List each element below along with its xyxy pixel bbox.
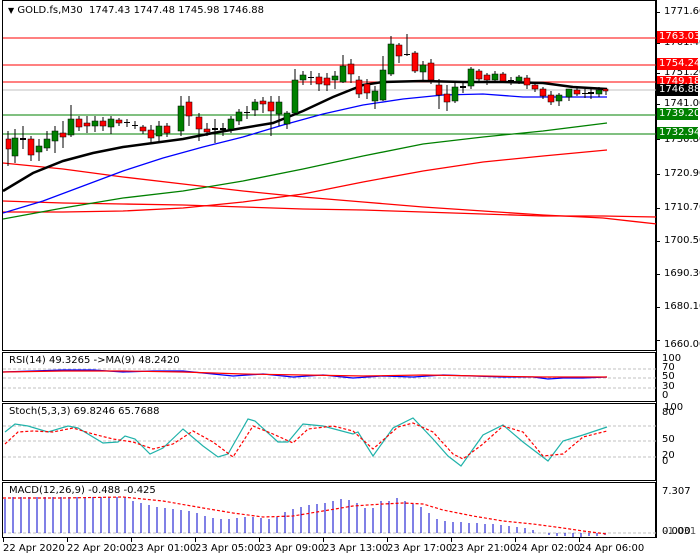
- rsi-title: RSI(14) 49.3265 ->MA(9) 48.2420: [9, 355, 180, 366]
- price-tick: 1700.50: [664, 235, 700, 246]
- price-tag-1732: 1732.94: [657, 127, 700, 139]
- price-tick: 1720.90: [664, 168, 700, 179]
- ma-200-line: [3, 162, 657, 225]
- time-label: 24 Apr 02:00: [515, 543, 581, 554]
- stochastic-panel[interactable]: Stoch(5,3,3) 69.8246 65.7688: [2, 403, 657, 481]
- price-tick: 1771.60: [664, 6, 700, 17]
- macd-canvas: [3, 496, 657, 537]
- price-tick: 1751.20: [664, 67, 700, 78]
- current-price-tag: 1746.88: [657, 84, 700, 96]
- ma-100-line: [3, 200, 657, 218]
- price-axis: 1771.60 1761.40 1751.20 1741.00 1730.80 …: [656, 0, 700, 351]
- rsi-panel[interactable]: RSI(14) 49.3265 ->MA(9) 48.2420: [2, 352, 657, 402]
- rsi-canvas: [3, 368, 657, 389]
- stoch-title: Stoch(5,3,3) 69.8246 65.7688: [9, 406, 160, 417]
- macd-signal-line: [3, 496, 608, 535]
- time-label: 22 Apr 20:00: [67, 543, 133, 554]
- time-label: 23 Apr 13:00: [323, 543, 389, 554]
- macd-title: MACD(12,26,9) -0.488 -0.425: [9, 485, 156, 496]
- collapse-icon[interactable]: ▼: [8, 6, 15, 15]
- macd-histogram: [4, 497, 606, 537]
- time-label: 23 Apr 01:00: [131, 543, 197, 554]
- price-tick: 1710.70: [664, 202, 700, 213]
- rsi-axis: 100 70 50 30 0: [662, 353, 682, 401]
- main-chart-panel[interactable]: ▼ GOLD.fs,M30 1747.43 1747.48 1745.98 17…: [2, 0, 657, 351]
- macd-axis: 7.307 0.000 -1.031: [662, 486, 697, 537]
- axis-border: [656, 0, 657, 538]
- price-tick: 1680.10: [664, 301, 700, 312]
- stoch-axis: 100 80 50 20 0: [662, 402, 684, 467]
- price-tag-1754: 1754.24: [657, 58, 700, 70]
- price-tag-1763: 1763.03: [657, 31, 700, 43]
- time-label: 23 Apr 05:00: [195, 543, 261, 554]
- macd-panel[interactable]: MACD(12,26,9) -0.488 -0.425: [2, 482, 657, 538]
- time-label: 23 Apr 09:00: [259, 543, 325, 554]
- price-tick: 1741.00: [664, 98, 700, 109]
- time-label: 22 Apr 2020: [3, 543, 65, 554]
- stochastic-canvas: [3, 417, 657, 467]
- ma-50-red-line: [3, 149, 608, 213]
- time-label: 24 Apr 06:00: [579, 543, 645, 554]
- price-tick: 1660.00: [664, 339, 700, 350]
- time-label: 23 Apr 17:00: [387, 543, 453, 554]
- ma-slow-green-line: [3, 122, 608, 220]
- price-tick: 1690.30: [664, 268, 700, 279]
- rsi-ma-line: [3, 370, 607, 378]
- price-tag-1739: 1739.20: [657, 108, 700, 120]
- price-chart-canvas: [3, 34, 657, 225]
- ohlc-values: 1747.43 1747.48 1745.98 1746.88: [89, 5, 264, 16]
- chart-title: ▼ GOLD.fs,M30 1747.43 1747.48 1745.98 17…: [8, 5, 264, 16]
- candlesticks: [5, 34, 609, 166]
- ma-fast-black-line: [3, 79, 608, 193]
- price-tick: 1730.80: [664, 134, 700, 145]
- stoch-signal-line: [4, 422, 608, 460]
- time-label: 23 Apr 21:00: [451, 543, 517, 554]
- ma-mid-blue-line: [3, 93, 607, 214]
- stoch-main-line: [4, 417, 608, 467]
- symbol-label: GOLD.fs,M30: [17, 5, 83, 16]
